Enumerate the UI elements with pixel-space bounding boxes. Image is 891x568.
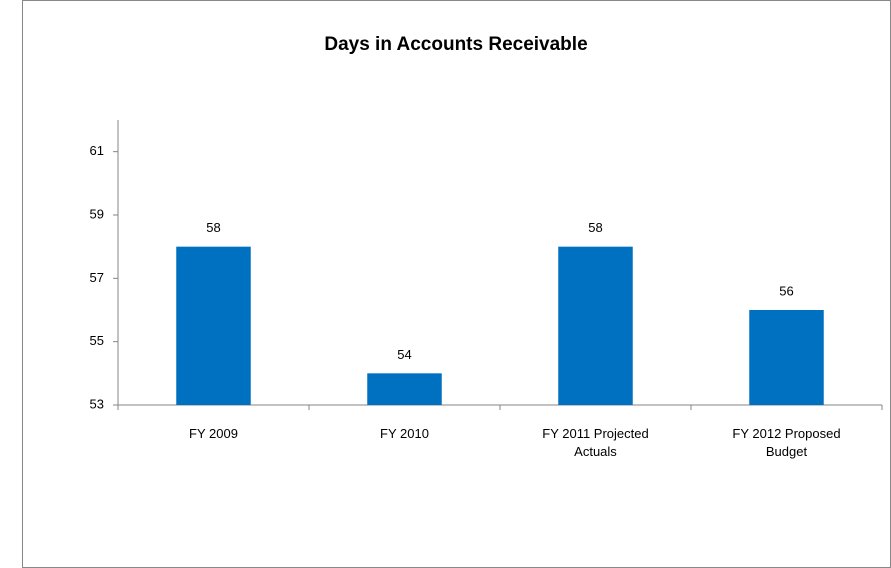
x-tick-label: FY 2009 [189,426,238,441]
y-tick-label: 53 [90,396,104,411]
bar [749,310,824,405]
data-label: 54 [397,347,411,362]
chart-border [22,0,891,568]
y-tick-label: 59 [90,206,104,221]
data-label: 58 [206,220,220,235]
data-label: 56 [779,283,793,298]
y-tick-label: 61 [90,143,104,158]
bar [176,246,251,405]
bar [558,246,633,405]
x-tick-label: FY 2011 Projected Actuals [542,426,649,459]
y-tick-label: 57 [90,270,104,285]
bar [367,373,442,405]
x-tick-label: FY 2010 [380,426,429,441]
y-tick-label: 55 [90,333,104,348]
x-tick-label: FY 2012 Proposed Budget [732,426,841,459]
data-label: 58 [588,220,602,235]
chart-title: Days in Accounts Receivable [324,34,587,55]
